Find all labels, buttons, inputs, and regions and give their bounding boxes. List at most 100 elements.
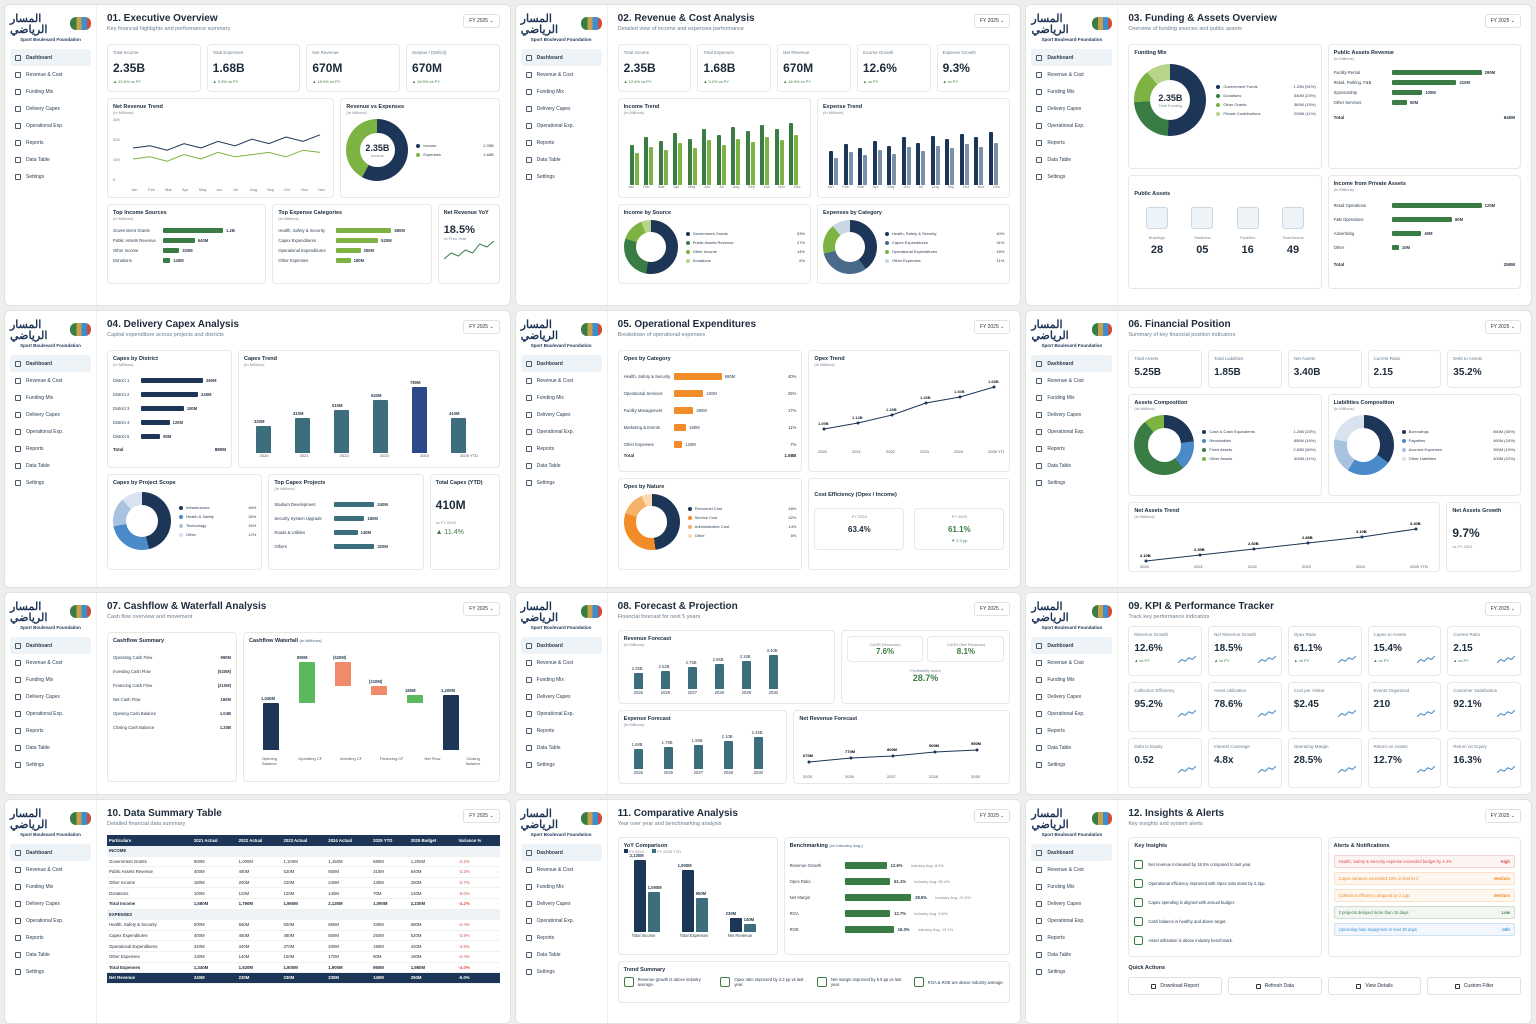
nav-item-funding-mix[interactable]: Funding Mix <box>10 878 91 895</box>
nav-item-reports[interactable]: Reports <box>1031 722 1112 739</box>
nav-item-data-table[interactable]: Data Table <box>1031 739 1112 756</box>
nav-item-revenue-cost[interactable]: Revenue & Cost <box>10 66 91 83</box>
nav-item-dashboard[interactable]: Dashboard <box>10 49 91 66</box>
nav-item-settings[interactable]: Settings <box>10 963 91 980</box>
nav-item-dashboard[interactable]: Dashboard <box>1031 637 1113 654</box>
nav-item-settings[interactable]: Settings <box>1031 963 1112 980</box>
nav-item-revenue-cost[interactable]: Revenue & Cost <box>1031 861 1112 878</box>
nav-item-operational-exp-[interactable]: Operational Exp. <box>521 705 602 722</box>
nav-item-data-table[interactable]: Data Table <box>10 946 91 963</box>
nav-item-operational-exp-[interactable]: Operational Exp. <box>521 912 602 929</box>
nav-item-funding-mix[interactable]: Funding Mix <box>521 671 602 688</box>
nav-item-dashboard[interactable]: Dashboard <box>520 49 602 66</box>
year-select[interactable]: FY 2025 ⌄ <box>973 602 1011 616</box>
nav-item-revenue-cost[interactable]: Revenue & Cost <box>521 66 602 83</box>
nav-item-funding-mix[interactable]: Funding Mix <box>10 671 91 688</box>
nav-item-funding-mix[interactable]: Funding Mix <box>1031 671 1112 688</box>
nav-item-reports[interactable]: Reports <box>521 134 602 151</box>
nav-item-reports[interactable]: Reports <box>1031 134 1112 151</box>
year-select[interactable]: FY 2025 ⌄ <box>463 602 500 616</box>
nav-item-operational-exp-[interactable]: Operational Exp. <box>521 423 602 440</box>
nav-item-reports[interactable]: Reports <box>10 440 91 457</box>
nav-item-settings[interactable]: Settings <box>521 756 602 773</box>
quick-action-button[interactable]: View Details <box>1327 977 1422 995</box>
quick-action-button[interactable]: Refresh Data <box>1228 977 1322 995</box>
nav-item-data-table[interactable]: Data Table <box>1031 457 1112 474</box>
year-select[interactable]: FY 2025 ⌄ <box>1484 809 1521 823</box>
nav-item-revenue-cost[interactable]: Revenue & Cost <box>521 861 602 878</box>
nav-item-reports[interactable]: Reports <box>521 722 602 739</box>
nav-item-revenue-cost[interactable]: Revenue & Cost <box>1031 372 1112 389</box>
nav-item-funding-mix[interactable]: Funding Mix <box>521 878 602 895</box>
nav-item-settings[interactable]: Settings <box>521 168 602 185</box>
nav-item-delivery-capex[interactable]: Delivery Capex <box>10 895 91 912</box>
nav-item-data-table[interactable]: Data Table <box>10 151 91 168</box>
nav-item-reports[interactable]: Reports <box>1031 929 1112 946</box>
nav-item-reports[interactable]: Reports <box>10 134 91 151</box>
year-select[interactable]: FY 2025 ⌄ <box>973 809 1011 823</box>
nav-item-settings[interactable]: Settings <box>1031 168 1112 185</box>
nav-item-data-table[interactable]: Data Table <box>1031 151 1112 168</box>
alert-item[interactable]: 2 projects delayed more than 15 days Low <box>1333 906 1515 919</box>
nav-item-dashboard[interactable]: Dashboard <box>10 844 91 861</box>
nav-item-reports[interactable]: Reports <box>10 722 91 739</box>
nav-item-settings[interactable]: Settings <box>1031 474 1112 491</box>
quick-action-button[interactable]: Download Report <box>1128 977 1222 995</box>
nav-item-delivery-capex[interactable]: Delivery Capex <box>10 100 91 117</box>
nav-item-operational-exp-[interactable]: Operational Exp. <box>10 705 91 722</box>
nav-item-operational-exp-[interactable]: Operational Exp. <box>10 423 91 440</box>
nav-item-delivery-capex[interactable]: Delivery Capex <box>521 100 602 117</box>
nav-item-funding-mix[interactable]: Funding Mix <box>10 389 91 406</box>
nav-item-delivery-capex[interactable]: Delivery Capex <box>10 688 91 705</box>
nav-item-revenue-cost[interactable]: Revenue & Cost <box>1031 66 1112 83</box>
nav-item-settings[interactable]: Settings <box>521 963 602 980</box>
nav-item-data-table[interactable]: Data Table <box>1031 946 1112 963</box>
nav-item-settings[interactable]: Settings <box>1031 756 1112 773</box>
nav-item-reports[interactable]: Reports <box>10 929 91 946</box>
nav-item-dashboard[interactable]: Dashboard <box>520 637 602 654</box>
nav-item-data-table[interactable]: Data Table <box>521 457 602 474</box>
nav-item-revenue-cost[interactable]: Revenue & Cost <box>521 654 602 671</box>
nav-item-operational-exp-[interactable]: Operational Exp. <box>1031 117 1112 134</box>
nav-item-data-table[interactable]: Data Table <box>10 457 91 474</box>
nav-item-delivery-capex[interactable]: Delivery Capex <box>1031 688 1112 705</box>
year-select[interactable]: FY 2025 ⌄ <box>1484 320 1521 334</box>
nav-item-delivery-capex[interactable]: Delivery Capex <box>521 895 602 912</box>
year-select[interactable]: FY 2025 ⌄ <box>463 320 500 334</box>
nav-item-operational-exp-[interactable]: Operational Exp. <box>1031 705 1112 722</box>
alert-item[interactable]: Upcoming loan repayment in next 30 days I… <box>1333 923 1515 936</box>
nav-item-delivery-capex[interactable]: Delivery Capex <box>1031 100 1112 117</box>
nav-item-reports[interactable]: Reports <box>521 929 602 946</box>
nav-item-delivery-capex[interactable]: Delivery Capex <box>521 688 602 705</box>
nav-item-dashboard[interactable]: Dashboard <box>1031 844 1113 861</box>
nav-item-funding-mix[interactable]: Funding Mix <box>1031 878 1112 895</box>
nav-item-funding-mix[interactable]: Funding Mix <box>521 389 602 406</box>
nav-item-data-table[interactable]: Data Table <box>521 946 602 963</box>
nav-item-reports[interactable]: Reports <box>521 440 602 457</box>
nav-item-funding-mix[interactable]: Funding Mix <box>1031 83 1112 100</box>
nav-item-dashboard[interactable]: Dashboard <box>520 844 602 861</box>
year-select[interactable]: FY 2025 ⌄ <box>463 14 500 28</box>
nav-item-dashboard[interactable]: Dashboard <box>10 355 91 372</box>
nav-item-dashboard[interactable]: Dashboard <box>520 355 602 372</box>
nav-item-data-table[interactable]: Data Table <box>10 739 91 756</box>
nav-item-funding-mix[interactable]: Funding Mix <box>1031 389 1112 406</box>
nav-item-settings[interactable]: Settings <box>10 474 91 491</box>
nav-item-revenue-cost[interactable]: Revenue & Cost <box>10 372 91 389</box>
nav-item-operational-exp-[interactable]: Operational Exp. <box>10 117 91 134</box>
nav-item-operational-exp-[interactable]: Operational Exp. <box>10 912 91 929</box>
nav-item-dashboard[interactable]: Dashboard <box>1031 355 1113 372</box>
alert-item[interactable]: Collection efficiency dropped by 2.1pp Me… <box>1333 889 1515 902</box>
year-select[interactable]: FY 2025 ⌄ <box>1484 602 1521 616</box>
nav-item-revenue-cost[interactable]: Revenue & Cost <box>10 861 91 878</box>
year-select[interactable]: FY 2025 ⌄ <box>463 809 500 823</box>
nav-item-settings[interactable]: Settings <box>521 474 602 491</box>
nav-item-delivery-capex[interactable]: Delivery Capex <box>10 406 91 423</box>
nav-item-revenue-cost[interactable]: Revenue & Cost <box>521 372 602 389</box>
year-select[interactable]: FY 2025 ⌄ <box>973 320 1011 334</box>
nav-item-settings[interactable]: Settings <box>10 168 91 185</box>
year-select[interactable]: FY 2025 ⌄ <box>973 14 1011 28</box>
nav-item-revenue-cost[interactable]: Revenue & Cost <box>1031 654 1112 671</box>
alert-item[interactable]: Health, Safety & Security expense exceed… <box>1333 855 1515 868</box>
nav-item-dashboard[interactable]: Dashboard <box>1031 49 1113 66</box>
